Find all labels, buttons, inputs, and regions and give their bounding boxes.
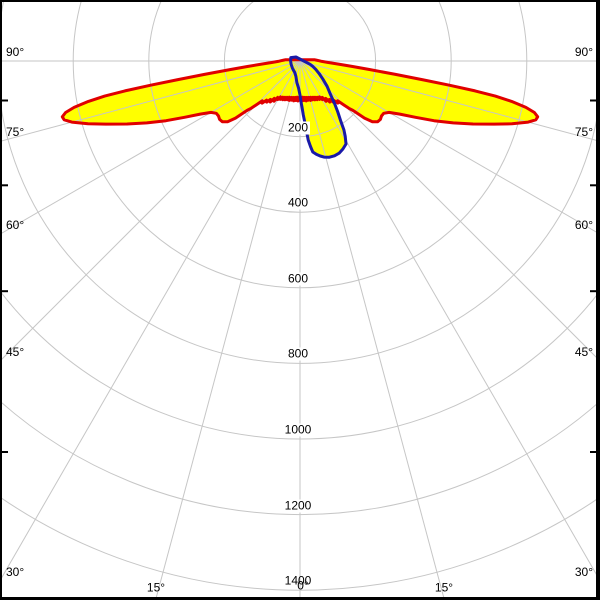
angle-label-bottom-0: 0° [297,578,309,593]
angle-label-bottom-15: 15° [434,580,454,595]
radial-tick-label-600: 600 [285,271,311,286]
grid-radial--75 [0,60,301,142]
frame-top [0,0,600,2]
angle-label-left-30: 30° [6,565,25,579]
angle-label-left-45: 45° [6,345,25,359]
radial-tick-label-200: 200 [285,120,311,135]
grid-radial-60 [299,60,600,235]
grid-radial--30 [0,60,301,582]
angle-label-right-45: 45° [574,345,593,359]
blue-curve-outline [289,55,348,159]
angle-label-right-30: 30° [574,565,593,579]
frame-bottom [0,597,600,600]
minor-tick-right-82.5 [590,99,596,102]
angle-label-right-75: 75° [574,125,593,139]
grid-radial-45 [299,60,600,362]
radial-tick-label-1400: 1400 [284,573,312,588]
grid-radial--45 [0,60,301,362]
grid-radial-30 [299,60,600,582]
angle-label-left-75: 75° [6,125,25,139]
minor-tick-left-67.5 [2,184,8,187]
angle-label-bottom--15: 15° [146,580,166,595]
minor-tick-left-82.5 [2,99,8,102]
blue-curve-fill [290,57,346,158]
angle-label-left-90: 90° [6,45,25,59]
angle-label-left-60: 60° [6,218,25,232]
angle-label-right-60: 60° [574,218,593,232]
grid-radial-15 [299,60,445,600]
grid-radial-75 [299,60,600,142]
frame-right [596,0,600,600]
minor-tick-right-52.5 [590,290,596,293]
radial-tick-label-1000: 1000 [282,422,314,437]
minor-tick-left-37.5 [2,451,8,453]
radial-tick-label-1200: 1200 [282,498,314,513]
grid-radial--15 [155,60,301,600]
minor-tick-right-37.5 [590,451,596,453]
radial-tick-label-800: 800 [285,346,311,361]
angle-label-right-90: 90° [574,45,593,59]
frame-left [0,0,2,600]
minor-tick-left-52.5 [2,290,8,293]
grid-radial--60 [0,60,301,235]
radial-tick-label-400: 400 [285,195,311,210]
minor-tick-right-67.5 [590,184,596,187]
